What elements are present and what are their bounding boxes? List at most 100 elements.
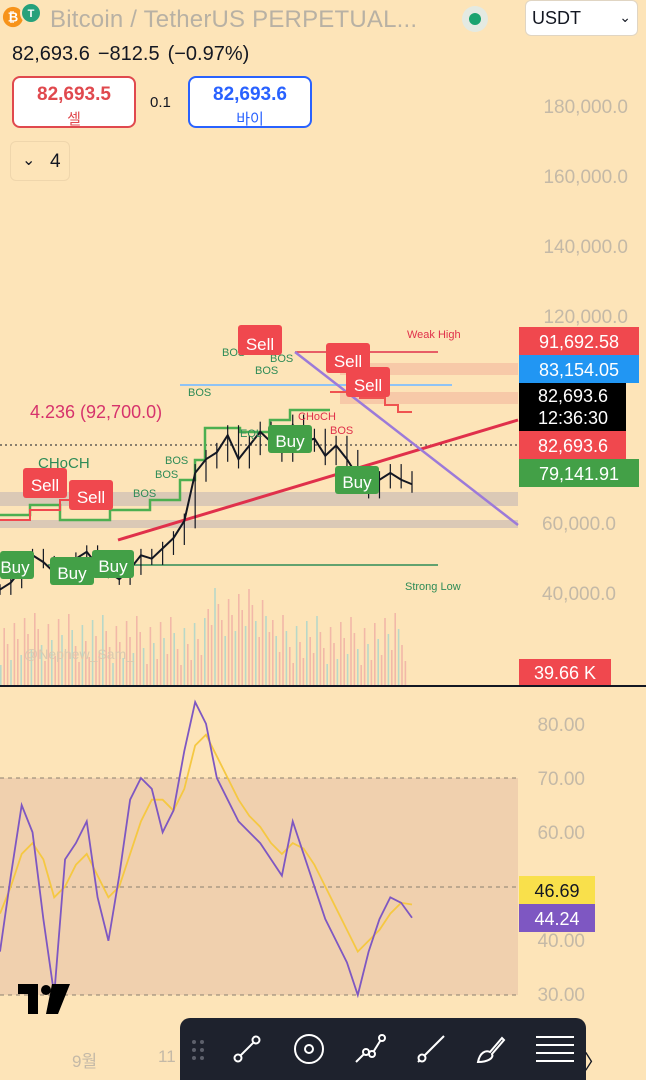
quote-line: 82,693.6 −812.5 (−0.97%) [12,43,257,66]
volume-bar [404,661,407,685]
volume-bar [336,659,339,685]
eql-label: EQL [240,428,262,440]
rsi-ma-line [0,733,413,954]
bid-tag: 82,693.6 [519,431,626,459]
volume-bar [401,645,403,685]
volume-bar [197,639,199,685]
volume-bar [146,664,148,685]
buy-signal: Buy [50,557,94,585]
currency-selector[interactable]: USDT ⌄ [525,0,638,36]
supertrend-bear-line [0,499,110,521]
price-tick: 60,000.0 [542,514,616,535]
supertrend-line [0,408,330,522]
currency-label: USDT [532,8,581,28]
volume-bar [367,644,369,685]
ray-line-icon[interactable] [414,1032,448,1066]
volume-bar [17,639,19,685]
svg-text:Buy: Buy [0,558,30,577]
volume-bar [187,644,189,685]
volume-bar [397,629,400,685]
svg-text:₿: ₿ [8,10,18,25]
drag-handle-icon[interactable] [188,1038,208,1062]
chevron-right-icon[interactable]: 〉 [584,1052,604,1074]
fibonacci-icon[interactable] [534,1032,576,1066]
price-tick: 120,000.0 [543,307,628,328]
volume-bar [323,648,325,685]
rsi-tick: 30.00 [537,985,585,1006]
volume-bar [200,655,203,685]
volume-bar [289,647,291,685]
trend-line-icon[interactable] [230,1032,264,1066]
rsi-ma-tag: 46.69 [519,876,595,904]
sell-price: 82,693.5 [37,84,111,105]
lower-level-tag: 79,141.91 [519,459,639,487]
volume-bar [282,615,284,685]
rsi-axis: 80.00 70.00 60.00 40.00 30.00 [537,715,585,1006]
volume-bar [156,659,158,685]
brush-icon[interactable] [474,1032,508,1066]
volume-bar [214,588,216,685]
header: ₿ T Bitcoin / TetherUS PERPETUAL... USDT… [0,0,646,40]
volume-bar [312,653,315,685]
weak-high-label: Weak High [407,329,461,341]
svg-text:83,154.05: 83,154.05 [539,360,619,380]
svg-text:Sell: Sell [31,476,59,495]
svg-text:Sell: Sell [354,376,382,395]
sell-button[interactable]: 82,693.5 셀 [12,76,136,128]
volume-bar [275,636,277,685]
volume-bar [13,623,16,685]
support-zone [0,520,518,528]
volume-bar [139,632,141,685]
drawing-toolbar [180,1018,586,1080]
volume-bar [370,660,373,685]
volume-bar [272,620,274,685]
buy-signal: Buy [335,466,379,494]
volume-bar [136,616,138,685]
volume-bar [163,638,165,685]
volume-bar [258,637,260,685]
volume-bar [343,638,345,685]
volume-bar [3,628,5,685]
volume-bar [363,628,366,685]
volume-bar [78,662,80,685]
support-trendline [117,418,519,542]
volume-bar [394,613,396,685]
svg-text:82,693.6: 82,693.6 [538,386,608,406]
strong-low-label: Strong Low [405,581,461,593]
market-open-dot-icon [462,6,488,32]
volume-bar [0,665,2,685]
volume-bar [166,654,169,685]
svg-text:Buy: Buy [57,564,87,583]
rsi-band [0,778,518,995]
bos-label: BOS [165,455,188,467]
chevron-down-icon: ⌄ [22,152,36,169]
symbol-title[interactable]: Bitcoin / TetherUS PERPETUAL... [50,6,418,33]
rsi-tick: 40.00 [537,931,585,952]
buy-label: 바이 [236,111,264,128]
circle-tool-icon[interactable] [292,1032,326,1066]
volume-bar [278,652,281,685]
volume-bar [255,621,257,685]
chevron-down-icon: ⌄ [619,9,631,25]
volume-bar [268,632,271,685]
volume-bar [391,650,393,685]
choch-label: CHoCH [38,455,90,472]
volume-bar [374,623,376,685]
indicators-toggle[interactable]: ⌄ 4 [10,141,70,181]
svg-text:82,693.6: 82,693.6 [538,436,608,456]
volume-tag: 39.66 K [519,659,611,685]
price-line [0,422,413,591]
sell-signal: Sell [69,480,113,510]
volume-bar [292,663,294,685]
volume-bar [299,642,301,685]
multi-point-line-icon[interactable] [352,1032,386,1066]
volume-bar [251,605,254,685]
spread: 0.1 [150,94,171,111]
volume-bar [217,604,220,685]
buy-button[interactable]: 82,693.6 바이 [188,76,312,128]
sell-signal: Sell [346,367,390,397]
price-change-pct: (−0.97%) [167,43,250,65]
countdown: 12:36:30 [538,408,608,428]
volume-bar [326,664,328,685]
